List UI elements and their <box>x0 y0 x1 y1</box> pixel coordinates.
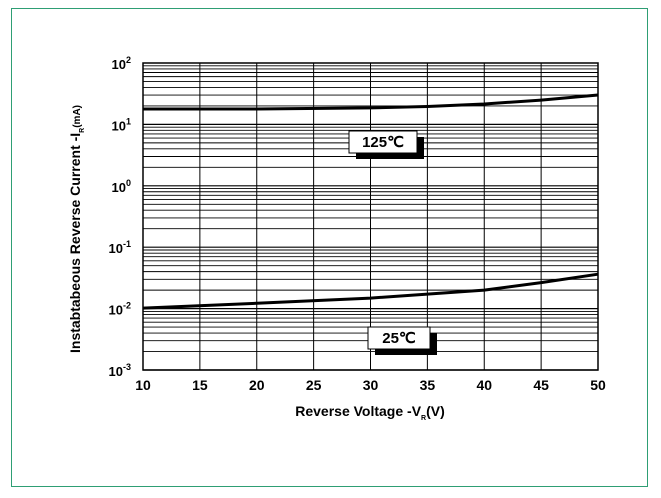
annotation-box <box>348 130 418 154</box>
y-tick-label: 10-2 <box>109 301 131 318</box>
y-tick-labels: 102 101 100 10-1 10-2 10-3 <box>109 55 131 379</box>
series-line <box>142 272 599 310</box>
y-tick-label: 100 <box>112 178 131 195</box>
x-tick-label: 25 <box>306 377 322 393</box>
x-tick-label: 35 <box>420 377 436 393</box>
x-tick-label: 30 <box>363 377 379 393</box>
annotation-label: 125℃ <box>362 134 404 151</box>
x-axis-label: Reverse Voltage -VR(V) <box>295 403 445 422</box>
x-tick-label: 45 <box>533 377 549 393</box>
annotation-box <box>367 326 431 350</box>
y-tick-label: 102 <box>112 55 131 72</box>
x-tick-label: 50 <box>590 377 606 393</box>
plot-area-border <box>142 62 599 371</box>
x-tick-label: 20 <box>249 377 265 393</box>
y-tick-label: 10-3 <box>109 362 131 379</box>
figure-frame <box>11 8 648 487</box>
x-tick-label: 15 <box>192 377 208 393</box>
x-tick-label: 40 <box>476 377 492 393</box>
series-layer <box>142 93 599 310</box>
x-tick-labels: 10 15 20 25 30 35 40 45 50 <box>135 377 606 393</box>
y-tick-label: 101 <box>112 116 131 133</box>
annotation-label: 25℃ <box>382 330 416 347</box>
series-annotations: 125℃ 25℃ <box>348 130 437 355</box>
x-tick-label: 10 <box>135 377 151 393</box>
y-axis-label: Instabtabeous Reverse Current -IR(mA) <box>67 105 86 353</box>
y-tick-label: 10-1 <box>109 239 131 256</box>
series-line <box>143 93 599 111</box>
